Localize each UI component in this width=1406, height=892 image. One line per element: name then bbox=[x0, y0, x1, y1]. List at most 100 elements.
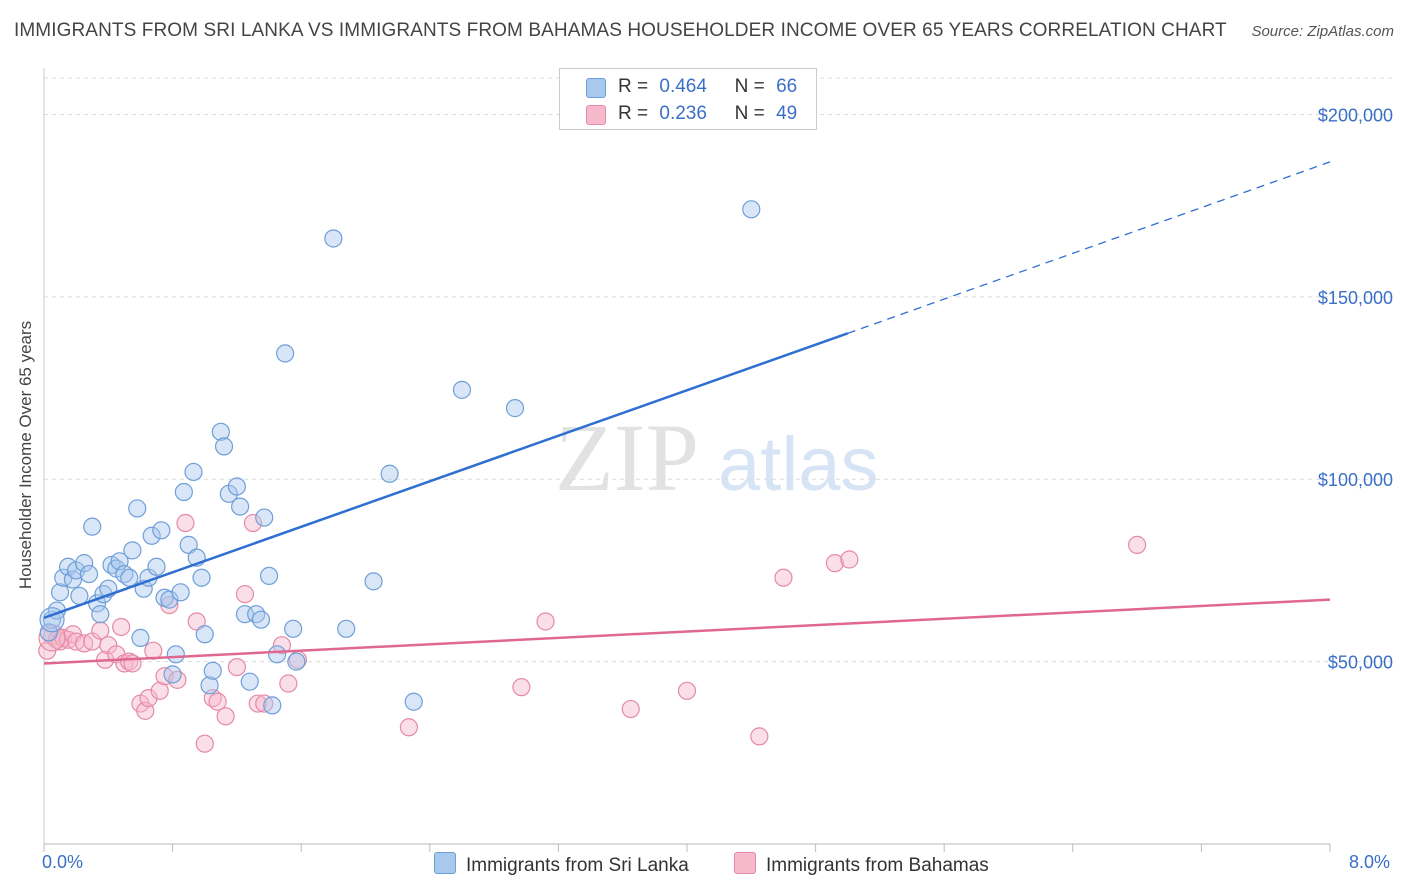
sri-lanka-point bbox=[166, 645, 185, 664]
sri-lanka-point bbox=[163, 665, 182, 684]
y-tick-label: $100,000 bbox=[1318, 470, 1393, 490]
watermark-atlas: atlas bbox=[718, 422, 879, 507]
r-label: R = bbox=[618, 103, 649, 124]
chart-title: IMMIGRANTS FROM SRI LANKA VS IMMIGRANTS … bbox=[14, 20, 1227, 41]
y-tick-labels: $50,000 $100,000 $150,000 $200,000 bbox=[1318, 105, 1393, 672]
sri-lanka-point bbox=[380, 464, 399, 483]
watermark-zip: ZIP bbox=[555, 404, 699, 511]
sri-lanka-point bbox=[174, 482, 193, 502]
sri-lanka-point bbox=[263, 696, 282, 715]
sri-lanka-point bbox=[284, 619, 303, 638]
bahamas-n-value: 49 bbox=[776, 103, 798, 124]
bahamas-point bbox=[168, 670, 187, 689]
n-label: N = bbox=[734, 76, 765, 97]
sri-lanka-point bbox=[259, 566, 279, 586]
sri-lanka-point bbox=[364, 572, 383, 591]
bahamas-legend-swatch bbox=[734, 852, 756, 874]
bahamas-point bbox=[272, 636, 292, 655]
sri-lanka-point bbox=[404, 692, 423, 711]
sri-lanka-trend-line bbox=[43, 332, 849, 620]
x-tick-min: 0.0% bbox=[42, 852, 84, 872]
bahamas-point bbox=[1127, 535, 1147, 554]
bahamas-swatch bbox=[586, 105, 606, 125]
sri-lanka-point bbox=[195, 625, 214, 644]
sri-lanka-point bbox=[160, 590, 179, 609]
bahamas-point bbox=[120, 652, 139, 671]
bahamas-point bbox=[195, 734, 214, 753]
sri-lanka-point bbox=[227, 477, 246, 496]
sri-lanka-point bbox=[192, 568, 211, 587]
sri-lanka-point bbox=[83, 517, 102, 536]
bahamas-point bbox=[216, 707, 235, 726]
sri-lanka-point bbox=[39, 623, 58, 642]
sri-lanka-point bbox=[247, 605, 266, 624]
sri-lanka-point bbox=[276, 344, 295, 363]
sri-lanka-point bbox=[131, 628, 150, 648]
legend-item-bahamas: Immigrants from Bahamas bbox=[734, 852, 989, 877]
sri-lanka-point bbox=[200, 676, 219, 695]
y-tick-label: $50,000 bbox=[1328, 653, 1393, 673]
sri-lanka-point bbox=[337, 619, 356, 638]
sri-lanka-point bbox=[50, 583, 70, 602]
n-label: N = bbox=[734, 103, 765, 124]
sri-lanka-point bbox=[171, 583, 190, 602]
sri-lanka-point bbox=[128, 499, 147, 518]
sri-lanka-point bbox=[287, 652, 306, 671]
sri-lanka-point bbox=[255, 508, 274, 527]
source-label: Source: ZipAtlas.com bbox=[1251, 23, 1394, 40]
sri-lanka-r-value: 0.464 bbox=[659, 76, 707, 97]
bahamas-point bbox=[235, 585, 255, 604]
bahamas-point bbox=[248, 694, 267, 713]
sri-lanka-point bbox=[91, 605, 110, 624]
sri-lanka-swatch bbox=[586, 78, 606, 98]
sri-lanka-point bbox=[120, 568, 139, 587]
sri-lanka-point bbox=[123, 541, 142, 560]
bahamas-point bbox=[279, 674, 298, 693]
r-label: R = bbox=[618, 76, 649, 97]
sri-lanka-point bbox=[251, 610, 271, 629]
sri-lanka-legend-label: Immigrants from Sri Lanka bbox=[466, 855, 689, 876]
sri-lanka-point bbox=[231, 497, 250, 516]
bahamas-point bbox=[536, 612, 555, 631]
axes bbox=[43, 68, 1331, 852]
sri-lanka-point bbox=[324, 229, 343, 248]
sri-lanka-point bbox=[211, 422, 230, 441]
sri-lanka-points bbox=[39, 200, 761, 715]
sri-lanka-point bbox=[452, 380, 472, 399]
sri-lanka-legend-swatch bbox=[434, 852, 456, 874]
sri-lanka-point bbox=[147, 557, 166, 576]
bahamas-point bbox=[621, 699, 640, 719]
bahamas-point bbox=[123, 654, 142, 673]
grid-lines bbox=[44, 77, 1392, 663]
bahamas-point bbox=[227, 657, 246, 677]
stats-legend: R = 0.464 N = 66 R = 0.236 N = 49 bbox=[559, 68, 817, 130]
y-tick-label: $150,000 bbox=[1318, 288, 1393, 308]
bahamas-point bbox=[112, 617, 131, 637]
bahamas-point bbox=[840, 550, 859, 569]
bahamas-point bbox=[150, 681, 169, 700]
sri-lanka-point bbox=[203, 661, 222, 680]
sri-lanka-point bbox=[214, 437, 234, 456]
sri-lanka-point bbox=[184, 462, 203, 482]
trend-lines bbox=[43, 161, 1331, 665]
bahamas-point bbox=[208, 692, 227, 711]
sri-lanka-point bbox=[240, 672, 259, 691]
bahamas-trend-line bbox=[43, 598, 1331, 665]
watermark: ZIP atlas bbox=[555, 404, 879, 511]
bahamas-point bbox=[677, 681, 697, 700]
bahamas-point bbox=[512, 678, 531, 697]
y-tick-label: $200,000 bbox=[1318, 105, 1393, 125]
legend-item-sri-lanka: Immigrants from Sri Lanka bbox=[434, 852, 689, 877]
bahamas-point bbox=[774, 568, 793, 587]
sri-lanka-point bbox=[75, 554, 94, 573]
sri-lanka-point bbox=[152, 521, 171, 540]
bahamas-point bbox=[399, 718, 419, 737]
sri-lanka-trend-extension bbox=[847, 161, 1331, 334]
sri-lanka-point bbox=[79, 564, 99, 584]
bahamas-point bbox=[750, 727, 769, 746]
bahamas-legend-label: Immigrants from Bahamas bbox=[766, 855, 989, 876]
sri-lanka-n-value: 66 bbox=[776, 76, 798, 97]
sri-lanka-point bbox=[142, 526, 161, 545]
sri-lanka-point bbox=[742, 200, 761, 219]
